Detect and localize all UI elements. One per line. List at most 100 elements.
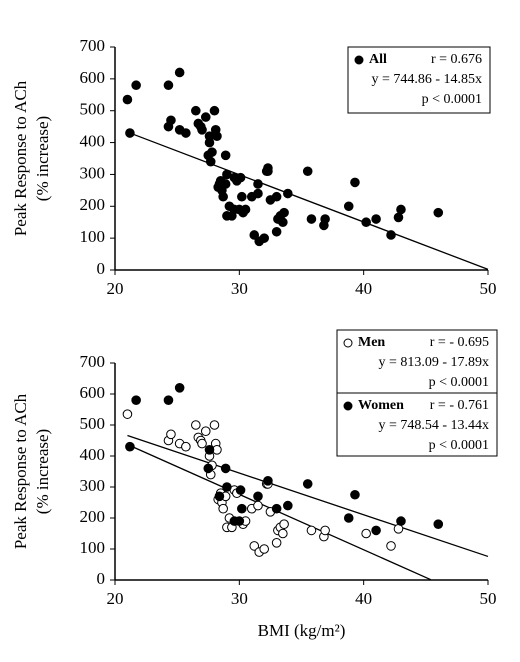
point <box>253 188 263 199</box>
point <box>181 128 191 138</box>
point <box>191 105 201 116</box>
legend-name: Women <box>358 398 404 413</box>
fit-line <box>127 131 489 270</box>
legend-marker <box>354 55 364 65</box>
point <box>396 204 406 215</box>
point <box>306 214 317 224</box>
point <box>131 395 141 406</box>
fit-line <box>127 434 489 558</box>
y-tick-label: 100 <box>80 227 106 246</box>
legend-r: r = - 0.761 <box>430 398 489 413</box>
point <box>209 420 220 430</box>
y-tick-label: 700 <box>80 36 106 55</box>
y-tick-label: 600 <box>80 383 106 402</box>
point <box>271 226 282 237</box>
point <box>253 491 263 502</box>
point <box>235 172 246 183</box>
point <box>222 169 232 180</box>
y-tick-label: 0 <box>97 569 106 588</box>
y-tick-label: 200 <box>80 507 106 526</box>
legend-marker <box>343 401 353 411</box>
point <box>229 516 240 526</box>
point <box>166 115 176 126</box>
y-tick-label: 400 <box>80 131 106 150</box>
legend-name: All <box>369 52 387 67</box>
point <box>386 541 396 551</box>
point <box>214 491 225 502</box>
point <box>122 94 133 105</box>
point <box>343 201 354 212</box>
x-tick-label: 50 <box>480 279 497 298</box>
x-tick-label: 30 <box>231 589 248 608</box>
point <box>253 179 263 189</box>
y-tick-label: 100 <box>80 538 106 557</box>
y-tick-label: 700 <box>80 352 106 371</box>
point <box>200 426 211 437</box>
point <box>263 163 273 173</box>
legend-p: p < 0.0001 <box>429 375 489 390</box>
point <box>371 214 381 224</box>
point <box>131 80 141 91</box>
legend-equation: y = 748.54 - 13.44x <box>378 418 489 433</box>
point <box>350 489 360 500</box>
point <box>249 541 260 551</box>
x-tick-label: 30 <box>231 279 248 298</box>
point <box>271 503 282 514</box>
x-tick-label: 20 <box>107 279 124 298</box>
x-tick-label: 40 <box>355 279 372 298</box>
point <box>343 513 354 523</box>
point <box>222 482 232 492</box>
legend-r: r = - 0.695 <box>430 335 489 350</box>
point <box>302 166 313 177</box>
point <box>271 191 282 202</box>
y-tick-label: 400 <box>80 445 106 464</box>
x-tick-label: 50 <box>480 589 497 608</box>
point <box>125 128 135 138</box>
point <box>396 516 406 526</box>
point <box>220 150 231 161</box>
point <box>259 544 270 554</box>
y-tick-label: 300 <box>80 163 106 182</box>
point <box>278 217 288 228</box>
legend-box <box>347 46 491 114</box>
point <box>163 395 174 406</box>
point <box>361 528 371 539</box>
point <box>203 150 214 161</box>
point <box>433 519 444 530</box>
x-tick-label: 20 <box>107 589 124 608</box>
point <box>283 188 293 199</box>
point <box>302 479 313 489</box>
point <box>237 503 247 514</box>
point <box>229 204 240 215</box>
point <box>197 438 207 449</box>
y-tick-label: 300 <box>80 476 106 495</box>
y-tick-label: 500 <box>80 414 106 433</box>
point <box>204 131 215 141</box>
point <box>350 177 360 188</box>
point <box>218 503 228 514</box>
point <box>214 179 225 189</box>
y-axis-label: Peak Response to ACh <box>11 80 30 236</box>
x-tick-label: 40 <box>355 589 372 608</box>
point <box>433 207 444 218</box>
point <box>203 463 214 474</box>
point <box>200 112 211 122</box>
point <box>235 485 246 495</box>
y-axis-label: Peak Response to ACh <box>11 393 30 549</box>
legend-r: r = 0.676 <box>431 52 482 67</box>
legend-equation: y = 744.86 - 14.85x <box>371 72 482 87</box>
point <box>320 525 330 536</box>
point <box>279 207 289 218</box>
point <box>125 441 135 452</box>
y-tick-label: 0 <box>97 259 106 278</box>
point <box>271 538 282 548</box>
point <box>197 125 207 135</box>
point <box>209 105 220 116</box>
point <box>361 217 371 228</box>
point <box>218 191 228 202</box>
point <box>163 80 174 91</box>
point <box>220 463 231 474</box>
point <box>191 420 201 430</box>
point <box>237 191 247 202</box>
